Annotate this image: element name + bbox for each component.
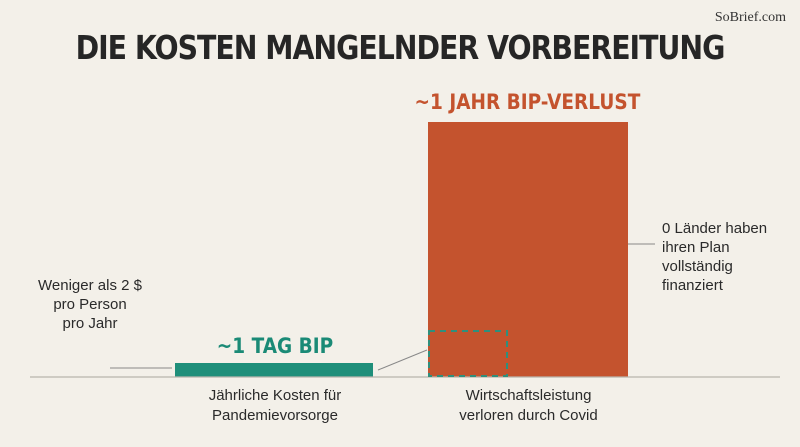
- category-label-preparedness: Jährliche Kosten für Pandemievorsorge: [175, 386, 375, 426]
- annotation-line: pro Person: [53, 296, 127, 313]
- annotation-line: finanziert: [662, 277, 723, 294]
- category-label-line: verloren durch Covid: [459, 407, 598, 424]
- category-label-line: Pandemievorsorge: [212, 407, 338, 424]
- category-label-line: Wirtschaftsleistung: [465, 387, 592, 404]
- annotation-line: pro Jahr: [62, 315, 118, 332]
- annotation-countries-funded: 0 Länder haben ihren Plan vollständig fi…: [662, 219, 792, 295]
- chart-title: DIE KOSTEN MANGELNDER VORBEREITUNG: [75, 28, 726, 67]
- bar-label-small: ~1 TAG BIP: [216, 334, 334, 358]
- comparison-dashed-box: [428, 330, 508, 377]
- bar-label-big: ~1 JAHR BIP-VERLUST: [414, 90, 641, 114]
- category-label-line: Jährliche Kosten für: [208, 387, 342, 404]
- annotation-line: 0 Länder haben: [662, 220, 768, 237]
- annotation-line: vollständig: [662, 258, 733, 275]
- bar-covid-loss: [428, 122, 628, 377]
- annotation-cost-per-person: Weniger als 2 $ pro Person pro Jahr: [20, 276, 160, 333]
- bar-preparedness-cost: [175, 363, 373, 377]
- category-label-covid-loss: Wirtschaftsleistung verloren durch Covid: [410, 386, 647, 426]
- annotation-line: ihren Plan: [662, 239, 730, 256]
- leader-zoom: [377, 349, 428, 371]
- brand-logo: SoBrief.com: [714, 10, 786, 25]
- annotation-line: Weniger als 2 $: [38, 277, 142, 294]
